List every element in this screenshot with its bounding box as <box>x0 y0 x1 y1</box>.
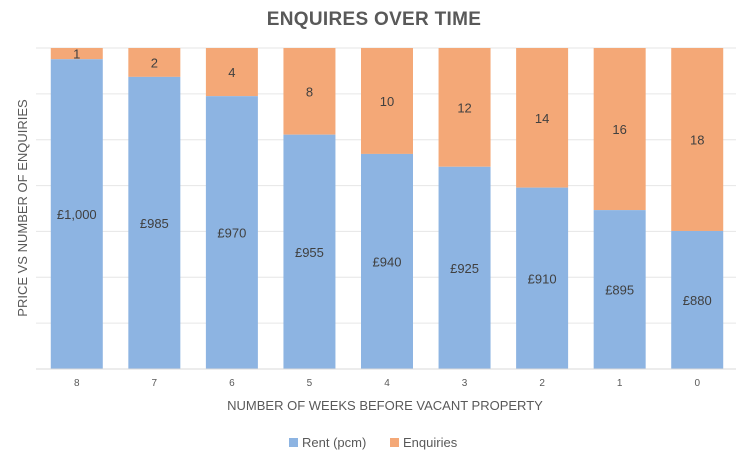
x-tick-labels: 8 7 6 5 4 3 2 1 0 <box>74 378 700 389</box>
data-label-enquiries: 14 <box>535 111 549 126</box>
data-label-enquiries: 4 <box>228 65 235 80</box>
data-label-enquiries: 18 <box>690 132 704 147</box>
legend-swatch-enquiries <box>390 438 399 447</box>
y-axis-label: PRICE VS NUMBER OF ENQUIRIES <box>15 99 30 317</box>
data-label-enquiries: 12 <box>457 100 471 115</box>
x-tick-label: 7 <box>152 378 158 389</box>
legend-swatch-rent <box>289 438 298 447</box>
x-tick-label: 1 <box>617 378 623 389</box>
legend-label-enquiries: Enquiries <box>403 435 458 450</box>
data-label-enquiries: 10 <box>380 94 394 109</box>
data-label-rent: £985 <box>140 216 169 231</box>
bar-enquiries <box>438 48 491 167</box>
x-axis-label: NUMBER OF WEEKS BEFORE VACANT PROPERTY <box>227 398 543 413</box>
legend-label-rent: Rent (pcm) <box>302 435 366 450</box>
x-tick-label: 2 <box>539 378 545 389</box>
x-tick-label: 0 <box>694 378 700 389</box>
bar-enquiries <box>283 48 336 135</box>
data-label-rent: £1,000 <box>57 207 97 222</box>
bar-rent <box>283 134 336 369</box>
x-tick-label: 8 <box>74 378 80 389</box>
bar-enquiries <box>50 48 103 60</box>
data-label-rent: £970 <box>217 226 246 241</box>
x-tick-label: 6 <box>229 378 235 389</box>
bar-rent <box>205 96 258 370</box>
bar-enquiries <box>128 48 181 77</box>
data-label-rent: £925 <box>450 261 479 276</box>
data-label-rent: £910 <box>528 271 557 286</box>
legend: Rent (pcm) Enquiries <box>289 435 458 450</box>
data-label-enquiries: 16 <box>612 122 626 137</box>
x-tick-label: 3 <box>462 378 468 389</box>
chart-title: ENQUIRES OVER TIME <box>267 9 481 30</box>
bar-rent <box>128 76 181 369</box>
x-tick-label: 4 <box>384 378 390 389</box>
data-label-rent: £880 <box>683 293 712 308</box>
data-label-enquiries: 2 <box>151 55 158 70</box>
data-label-rent: £940 <box>373 254 402 269</box>
data-label-rent: £895 <box>605 283 634 298</box>
data-label-enquiries: 8 <box>306 84 313 99</box>
bar-enquiries <box>593 48 646 211</box>
bar-rent <box>50 59 103 370</box>
bar-enquiries <box>671 48 724 231</box>
bar-stacks: £1,000 1 £985 2 £970 4 £955 8 £940 10 £925 12 £910 14… <box>50 47 724 370</box>
bar-rent <box>516 187 569 369</box>
bar-rent <box>671 230 724 369</box>
x-tick-label: 5 <box>307 378 313 389</box>
data-label-enquiries: 1 <box>73 47 80 62</box>
data-label-rent: £955 <box>295 245 324 260</box>
bar-enquiries <box>205 48 258 97</box>
bar-enquiries <box>516 48 569 188</box>
bar-rent <box>438 166 491 369</box>
bar-rent <box>593 210 646 369</box>
bar-rent <box>361 153 413 369</box>
bar-enquiries <box>361 48 413 154</box>
